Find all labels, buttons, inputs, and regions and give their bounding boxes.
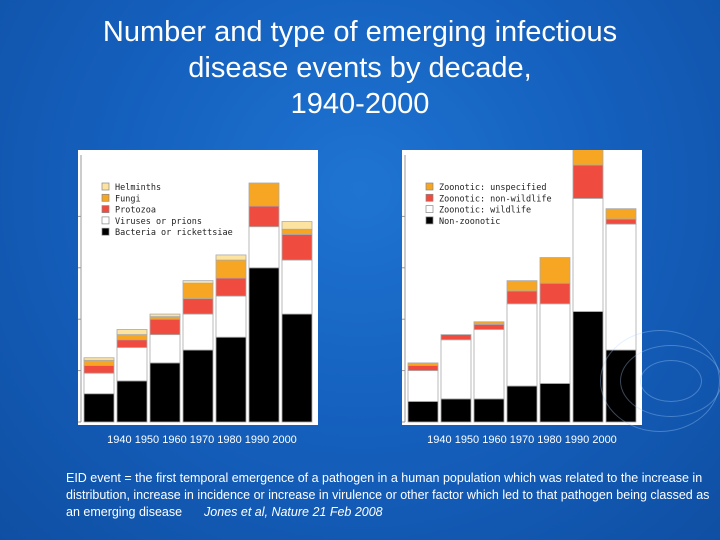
legend-entry: Non-zoonotic	[439, 217, 500, 227]
bar-segment-1940-bacteria-or-rickettsiae	[83, 393, 115, 423]
legend-swatch	[101, 227, 110, 236]
bar-segment-1960-helminths	[149, 313, 181, 318]
x-axis-label-right: 1940 1950 1960 1970 1980 1990 2000	[427, 434, 617, 446]
footnote-text: EID event = the first temporal emergence…	[66, 471, 710, 519]
bar-segment-1980-helminths	[215, 254, 247, 261]
legend-swatch	[101, 216, 110, 225]
footnote: EID event = the first temporal emergence…	[66, 470, 716, 521]
bar-segment-1950-helminths	[116, 329, 148, 336]
bar-segment-1950-protozoa	[116, 339, 148, 348]
bar-segment-1970-zoonotic-unspecified	[506, 280, 538, 292]
bar-segment-2000-zoonotic-wildlife	[605, 223, 637, 351]
legend-entry: Zoonotic: non-wildlife	[439, 194, 552, 204]
bar-segment-1950-fungi	[116, 334, 148, 341]
bar-segment-1980-fungi	[215, 259, 247, 279]
bar-segment-1950-viruses-or-prions	[116, 347, 148, 382]
citation: Jones et al, Nature 21 Feb 2008	[204, 505, 383, 519]
bar-segment-2000-protozoa	[281, 233, 313, 261]
legend-entry: Protozoa	[115, 206, 156, 216]
bar-segment-1970-zoonotic-wildlife	[506, 303, 538, 387]
bar-segment-1950-bacteria-or-rickettsiae	[116, 380, 148, 423]
legend-swatch	[425, 216, 434, 225]
bar-segment-1980-zoonotic-non-wildlife	[539, 282, 571, 305]
bar-segment-1990-fungi	[248, 182, 280, 207]
bar-segment-1940-fungi	[83, 359, 115, 366]
bar-segment-1960-zoonotic-wildlife	[473, 329, 505, 400]
bar-segment-1960-bacteria-or-rickettsiae	[149, 362, 181, 423]
bar-segment-1990-non-zoonotic	[572, 311, 604, 423]
bar-segment-1980-zoonotic-unspecified	[539, 257, 571, 284]
bar-segment-1950-zoonotic-wildlife	[440, 339, 472, 400]
bar-segment-2000-helminths	[281, 221, 313, 230]
bar-segment-2000-zoonotic-non-wildlife	[605, 218, 637, 225]
bar-segment-1970-helminths	[182, 280, 214, 284]
bar-segment-1990-zoonotic-wildlife	[572, 198, 604, 312]
legend-entry: Viruses or prions	[115, 217, 202, 227]
bar-segment-1970-bacteria-or-rickettsiae	[182, 349, 214, 423]
bar-segment-1970-viruses-or-prions	[182, 313, 214, 351]
legend-entry: Zoonotic: wildlife	[439, 206, 531, 216]
bar-segment-1940-viruses-or-prions	[83, 372, 115, 395]
bar-segment-2000-viruses-or-prions	[281, 259, 313, 315]
bar-segment-1940-helminths	[83, 357, 115, 361]
legend-swatch	[101, 182, 110, 191]
legend-swatch	[425, 193, 434, 202]
legend-entry: Bacteria or rickettsiae	[115, 228, 233, 238]
bar-segment-1990-zoonotic-non-wildlife	[572, 164, 604, 199]
legend-swatch	[425, 182, 434, 191]
bar-segment-2000-fungi	[281, 228, 313, 235]
bar-segment-1950-non-zoonotic	[440, 398, 472, 423]
bar-segment-1960-zoonotic-unspecified	[473, 321, 505, 325]
legend-entry: Fungi	[115, 194, 141, 204]
decorative-ripple	[600, 330, 720, 432]
bar-segment-1990-zoonotic-unspecified	[572, 150, 604, 166]
legend-entry: Zoonotic: unspecified	[439, 183, 546, 193]
bar-segment-1960-viruses-or-prions	[149, 334, 181, 364]
legend-swatch	[425, 205, 434, 213]
bar-segment-1980-zoonotic-wildlife	[539, 303, 571, 384]
chart-pathogen-type: Helminths Fungi Protozoa Viruses or prions B…	[78, 150, 318, 425]
bar-segment-1960-non-zoonotic	[473, 398, 505, 423]
bar-segment-1990-bacteria-or-rickettsiae	[248, 267, 280, 423]
bar-segment-1940-non-zoonotic	[407, 401, 439, 423]
bar-segment-1970-non-zoonotic	[506, 385, 538, 423]
legend-swatch	[101, 193, 110, 202]
slide-title: Number and type of emerging infectious d…	[102, 16, 618, 120]
bar-segment-1940-zoonotic-non-wildlife	[407, 365, 439, 372]
bar-segment-1970-fungi	[182, 282, 214, 300]
bar-segment-2000-bacteria-or-rickettsiae	[281, 313, 313, 423]
bar-segment-2000-zoonotic-unspecified	[605, 208, 637, 220]
bar-segment-1970-protozoa	[182, 298, 214, 315]
bar-segment-1970-zoonotic-non-wildlife	[506, 290, 538, 305]
bar-segment-1990-protozoa	[248, 205, 280, 228]
legend-entry: Helminths	[115, 183, 161, 193]
bar-segment-1990-viruses-or-prions	[248, 226, 280, 269]
bar-segment-1960-zoonotic-non-wildlife	[473, 323, 505, 330]
bar-segment-1960-protozoa	[149, 318, 181, 336]
bar-segment-1980-bacteria-or-rickettsiae	[215, 336, 247, 423]
bar-segment-1940-zoonotic-wildlife	[407, 370, 439, 402]
bar-segment-1950-zoonotic-non-wildlife	[440, 334, 472, 341]
bar-segment-1980-non-zoonotic	[539, 383, 571, 423]
bar-segment-1940-zoonotic-unspecified	[407, 362, 439, 366]
bar-segment-1980-viruses-or-prions	[215, 295, 247, 338]
bar-segment-1980-protozoa	[215, 277, 247, 297]
legend-swatch	[101, 205, 110, 213]
x-axis-label-left: 1940 1950 1960 1970 1980 1990 2000	[107, 434, 297, 446]
bar-segment-1940-protozoa	[83, 365, 115, 374]
